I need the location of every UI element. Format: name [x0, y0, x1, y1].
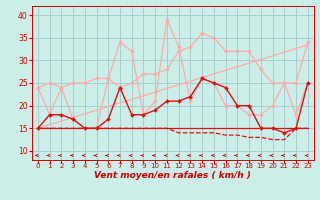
X-axis label: Vent moyen/en rafales ( km/h ): Vent moyen/en rafales ( km/h )	[94, 171, 251, 180]
